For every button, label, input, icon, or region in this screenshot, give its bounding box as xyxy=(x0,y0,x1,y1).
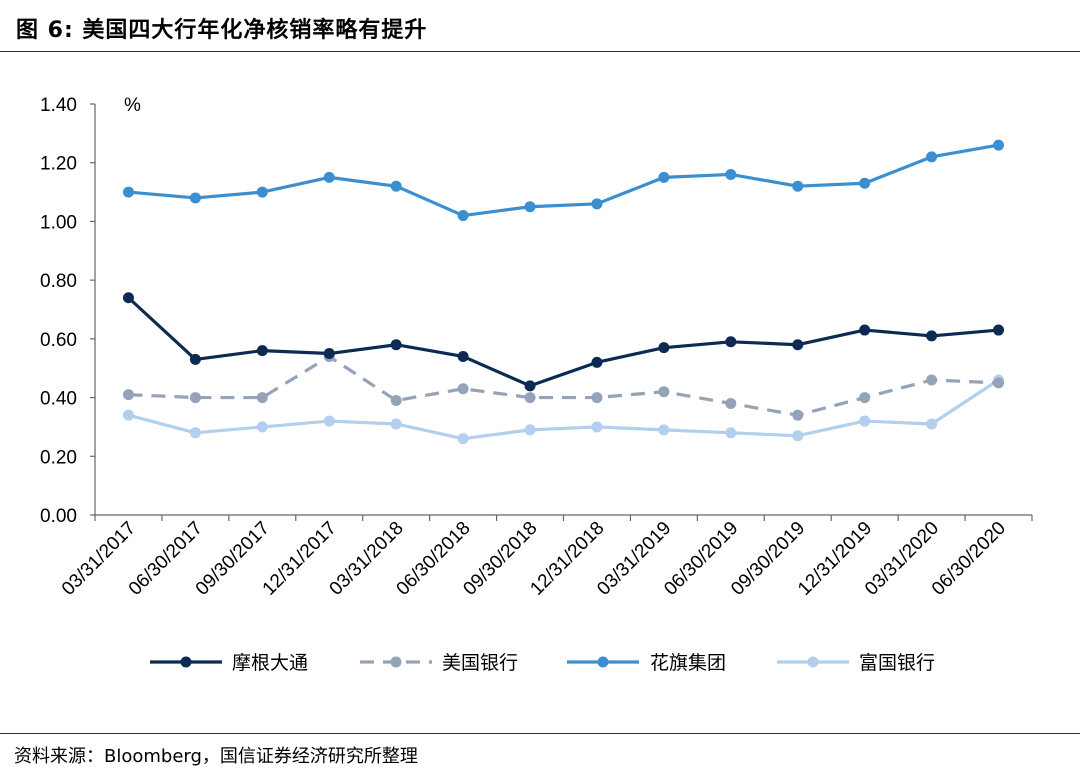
series-0 xyxy=(122,292,1005,392)
data-point xyxy=(390,418,402,430)
legend-swatch-marker xyxy=(390,656,402,668)
data-point xyxy=(256,186,268,198)
legend-item: 摩根大通 xyxy=(150,652,308,674)
data-point xyxy=(993,377,1005,389)
data-point xyxy=(792,430,804,442)
data-point xyxy=(792,180,804,192)
data-point xyxy=(859,392,871,404)
data-point xyxy=(524,424,536,436)
data-point xyxy=(457,210,469,222)
y-tick-label: 0.60 xyxy=(40,330,77,351)
legend-item: 富国银行 xyxy=(777,652,935,674)
y-tick-label: 0.80 xyxy=(40,271,77,292)
data-point xyxy=(189,192,201,204)
data-point xyxy=(725,168,737,180)
data-point xyxy=(390,339,402,351)
data-point xyxy=(859,177,871,189)
data-point xyxy=(122,389,134,401)
data-point xyxy=(189,353,201,365)
data-point xyxy=(792,339,804,351)
line-chart: 0.000.200.400.600.801.001.201.40 %03/31/2… xyxy=(40,95,1033,674)
y-tick-label: 1.40 xyxy=(40,95,77,116)
data-point xyxy=(926,330,938,342)
data-point xyxy=(122,186,134,198)
data-point xyxy=(591,392,603,404)
data-point xyxy=(390,395,402,407)
y-axis-unit-label: % xyxy=(124,95,141,116)
series-line xyxy=(128,143,999,218)
data-point xyxy=(457,433,469,445)
data-point xyxy=(323,171,335,183)
data-point xyxy=(122,409,134,421)
title-bar: 图 6: 美国四大行年化净核销率略有提升 xyxy=(0,0,1080,52)
data-point xyxy=(524,380,536,392)
data-point xyxy=(189,392,201,404)
data-point xyxy=(993,139,1005,151)
data-point xyxy=(189,427,201,439)
data-point xyxy=(725,397,737,409)
data-point xyxy=(993,324,1005,336)
series-line xyxy=(128,354,999,417)
data-point xyxy=(926,374,938,386)
data-point xyxy=(524,201,536,213)
data-point xyxy=(591,356,603,368)
data-point xyxy=(323,415,335,427)
data-point xyxy=(926,151,938,163)
data-point xyxy=(256,421,268,433)
data-point xyxy=(256,392,268,404)
data-point xyxy=(725,427,737,439)
chart-area: 0.00 0.20 0.40 0.60 0.80 1.00 1.20 1.40% 03/31/2… xyxy=(0,52,1080,732)
series-line xyxy=(127,296,999,388)
data-point xyxy=(658,342,670,354)
series-3 xyxy=(122,374,1005,445)
chart-axes: 0.000.200.400.600.801.001.201.40 %03/31/2… xyxy=(40,95,1033,600)
series-line xyxy=(128,378,1000,441)
legend-label: 美国银行 xyxy=(442,652,518,674)
data-point xyxy=(524,392,536,404)
data-point xyxy=(457,350,469,362)
data-point xyxy=(725,336,737,348)
legend-label: 富国银行 xyxy=(859,652,935,674)
legend-swatch-marker xyxy=(807,656,819,668)
y-tick-label: 1.00 xyxy=(40,212,77,233)
data-point xyxy=(926,418,938,430)
legend-swatch-marker xyxy=(180,656,192,668)
data-point xyxy=(859,324,871,336)
legend-swatch-marker xyxy=(597,656,609,668)
y-tick-label: 1.20 xyxy=(40,154,77,175)
data-point xyxy=(256,345,268,357)
data-point xyxy=(658,424,670,436)
legend-label: 摩根大通 xyxy=(232,652,308,674)
footer-bar: 资料来源：Bloomberg，国信证券经济研究所整理 xyxy=(0,733,1080,775)
legend-label: 花旗集团 xyxy=(650,652,726,674)
chart-legend: 摩根大通 美国银行 花旗集团 富国银行 xyxy=(150,652,935,674)
data-point xyxy=(323,348,335,360)
data-point xyxy=(591,421,603,433)
data-point xyxy=(859,415,871,427)
data-point xyxy=(390,180,402,192)
page-title: 图 6: 美国四大行年化净核销率略有提升 xyxy=(16,18,428,43)
legend-item: 花旗集团 xyxy=(567,652,726,674)
y-tick-label: 0.00 xyxy=(40,506,77,527)
legend-item: 美国银行 xyxy=(360,652,518,674)
data-point xyxy=(591,198,603,210)
series-2 xyxy=(122,139,1005,222)
data-point xyxy=(792,409,804,421)
y-tick-label: 0.20 xyxy=(40,447,77,468)
series-1 xyxy=(122,350,1005,421)
data-point xyxy=(658,386,670,398)
chart-series xyxy=(122,139,1005,445)
data-point xyxy=(122,292,134,304)
y-tick-label: 0.40 xyxy=(40,389,77,410)
data-point xyxy=(658,171,670,183)
source-note: 资料来源：Bloomberg，国信证券经济研究所整理 xyxy=(14,746,418,767)
data-point xyxy=(457,383,469,395)
